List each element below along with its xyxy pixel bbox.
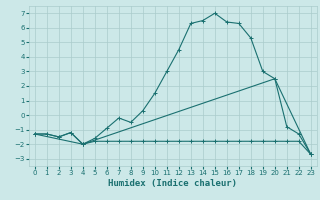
X-axis label: Humidex (Indice chaleur): Humidex (Indice chaleur) (108, 179, 237, 188)
